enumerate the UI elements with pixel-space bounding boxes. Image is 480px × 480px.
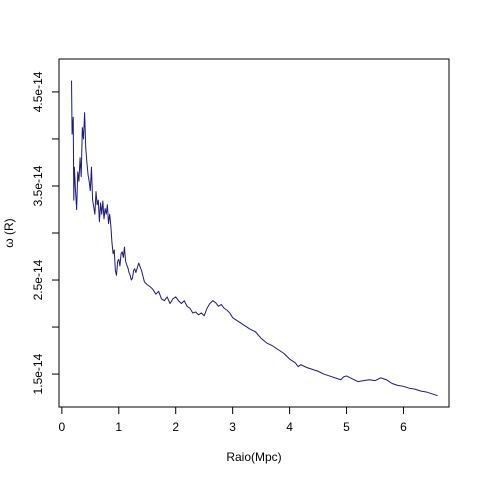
x-axis-title: Raio(Mpc) bbox=[226, 450, 281, 464]
x-tick-label: 5 bbox=[343, 420, 350, 434]
y-axis-title: ω (R) bbox=[2, 218, 16, 247]
x-tick-label: 0 bbox=[59, 420, 66, 434]
x-tick-label: 3 bbox=[229, 420, 236, 434]
y-tick-label: 3.5e-14 bbox=[31, 165, 45, 206]
plot-area bbox=[71, 80, 438, 397]
y-tick-label: 2.5e-14 bbox=[31, 259, 45, 300]
y-tick-label: 1.5e-14 bbox=[31, 353, 45, 394]
x-tick-label: 1 bbox=[115, 420, 122, 434]
x-tick-label: 4 bbox=[286, 420, 293, 434]
x-tick-label: 6 bbox=[400, 420, 407, 434]
plot-frame bbox=[58, 58, 450, 408]
series-line-1 bbox=[71, 80, 438, 397]
y-axis: 1.5e-14 2.5e-14 3.5e-14 4.5e-14 bbox=[31, 71, 60, 394]
y-tick-label: 4.5e-14 bbox=[31, 71, 45, 112]
x-tick-label: 2 bbox=[172, 420, 179, 434]
